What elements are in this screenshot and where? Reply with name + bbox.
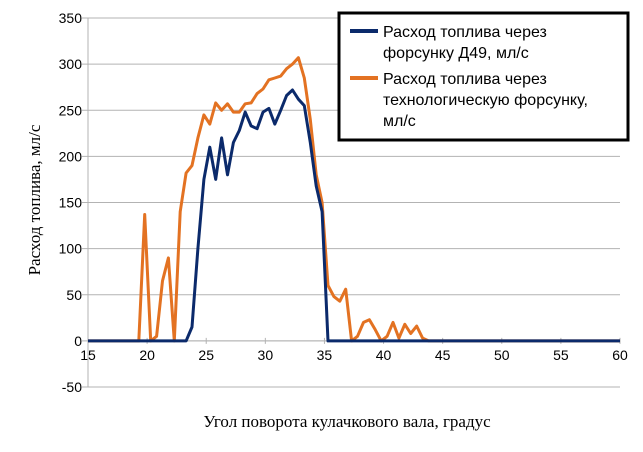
y-tick-label: 0 <box>74 333 82 349</box>
y-tick-label: 250 <box>59 102 83 118</box>
y-tick-labels: -50 0 50 100 150 200 250 300 350 <box>59 10 83 395</box>
x-tick-labels: 15 20 25 30 35 40 45 50 55 60 <box>80 347 628 363</box>
legend-label-d49-line2: форсунку Д49, мл/с <box>383 45 529 62</box>
legend-label-tech-line3: мл/с <box>383 113 416 130</box>
x-tick-label: 30 <box>258 347 274 363</box>
x-tick-label: 55 <box>553 347 569 363</box>
series-line-d49 <box>88 88 620 343</box>
series-lines <box>88 56 620 343</box>
legend: Расход топлива через форсунку Д49, мл/с … <box>337 11 630 142</box>
y-axis-label: Расход топлива, мл/с <box>25 124 44 275</box>
y-tick-label: -50 <box>62 379 82 395</box>
x-tick-label: 50 <box>494 347 510 363</box>
x-tick-label: 20 <box>139 347 155 363</box>
x-tick-label: 60 <box>612 347 628 363</box>
y-tick-label: 100 <box>59 241 83 257</box>
x-tick-label: 35 <box>317 347 333 363</box>
x-axis-label: Угол поворота кулачкового вала, градус <box>203 412 491 431</box>
y-tick-label: 150 <box>59 195 83 211</box>
series-line-tech <box>88 56 620 343</box>
legend-box <box>337 11 630 142</box>
y-tick-label: 200 <box>59 148 83 164</box>
legend-label-tech-line2: технологическую форсунку, <box>383 92 588 109</box>
y-tick-label: 50 <box>66 287 82 303</box>
x-tick-label: 45 <box>435 347 451 363</box>
y-tick-label: 300 <box>59 56 83 72</box>
x-tick-label: 15 <box>80 347 96 363</box>
x-tick-label: 25 <box>198 347 214 363</box>
legend-label-tech-line1: Расход топлива через <box>383 71 547 88</box>
legend-label-d49-line1: Расход топлива через <box>383 24 547 41</box>
y-tick-label: 350 <box>59 10 83 26</box>
x-tick-label: 40 <box>376 347 392 363</box>
